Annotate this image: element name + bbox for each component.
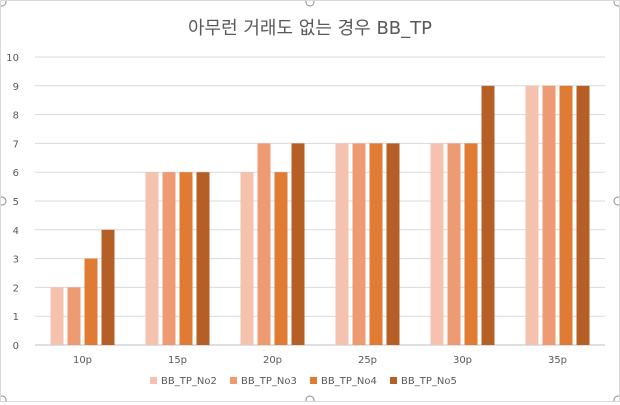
resize-handle-top-right[interactable] [613,0,620,7]
y-tick-label: 4 [13,226,19,237]
y-tick-label: 3 [13,255,19,266]
bar-BB_TP_No3-15p[interactable] [162,172,176,345]
bar-BB_TP_No4-35p[interactable] [559,85,573,346]
bar-BB_TP_No4-25p[interactable] [369,143,383,345]
y-tick-label: 8 [13,111,19,122]
bar-BB_TP_No2-20p[interactable] [240,172,254,345]
y-tick-label: 2 [13,283,19,294]
resize-handle-left[interactable] [0,196,7,206]
bar-BB_TP_No2-25p[interactable] [335,143,349,345]
bar-BB_TP_No3-20p[interactable] [257,143,271,345]
legend-label-BB_TP_No3: BB_TP_No3 [241,376,297,387]
y-tick-label: 0 [13,341,19,352]
y-tick-label: 6 [13,168,19,179]
bar-BB_TP_No2-35p[interactable] [525,85,539,346]
y-tick-label: 7 [13,139,19,150]
bar-BB_TP_No5-30p[interactable] [481,85,495,346]
bar-BB_TP_No5-10p[interactable] [101,229,115,345]
bar-BB_TP_No5-20p[interactable] [291,143,305,345]
bar-BB_TP_No5-15p[interactable] [196,172,210,345]
bar-BB_TP_No4-20p[interactable] [274,172,288,345]
resize-handle-right[interactable] [613,196,620,206]
bar-BB_TP_No3-10p[interactable] [67,287,81,345]
bar-BB_TP_No2-15p[interactable] [145,172,159,345]
bar-BB_TP_No5-35p[interactable] [576,85,590,346]
legend-label-BB_TP_No2: BB_TP_No2 [161,376,217,387]
resize-handle-top[interactable] [305,0,315,7]
x-tick-label: 35p [548,355,567,366]
resize-handle-top-left[interactable] [0,0,7,7]
x-axis-tick-labels: 10p 15p 20p 25p 30p 35p [73,355,567,366]
legend-label-BB_TP_No4: BB_TP_No4 [321,376,377,387]
bar-BB_TP_No4-30p[interactable] [464,143,478,345]
legend: BB_TP_No2 BB_TP_No3 BB_TP_No4 BB_TP_No5 [150,376,457,387]
legend-swatch-BB_TP_No3 [230,377,237,384]
y-axis-tick-labels: 0 1 2 3 4 5 6 7 8 9 10 [6,53,19,352]
x-tick-label: 30p [453,355,472,366]
legend-swatch-BB_TP_No2 [150,377,157,384]
resize-handle-bottom[interactable] [305,395,315,405]
bar-BB_TP_No4-10p[interactable] [84,258,98,345]
bar-BB_TP_No3-25p[interactable] [352,143,366,345]
legend-swatch-BB_TP_No5 [390,377,397,384]
x-tick-label: 15p [168,355,187,366]
legend-swatch-BB_TP_No4 [310,377,317,384]
x-tick-label: 20p [263,355,282,366]
bars [50,85,590,346]
bar-BB_TP_No4-15p[interactable] [179,172,193,345]
bar-BB_TP_No3-30p[interactable] [447,143,461,345]
y-tick-label: 5 [13,197,19,208]
y-tick-label: 10 [6,53,19,64]
resize-handle-bottom-left[interactable] [0,395,7,405]
chart-title: 아무런 거래도 없는 경우 BB_TP [188,18,432,39]
x-tick-label: 25p [358,355,377,366]
grid-lines [35,56,605,346]
y-tick-label: 9 [13,82,19,93]
bar-BB_TP_No2-30p[interactable] [430,143,444,345]
x-tick-label: 10p [73,355,92,366]
bar-BB_TP_No3-35p[interactable] [542,85,556,346]
y-tick-label: 1 [13,312,19,323]
bar-BB_TP_No2-10p[interactable] [50,287,64,345]
legend-label-BB_TP_No5: BB_TP_No5 [401,376,457,387]
resize-handle-bottom-right[interactable] [613,395,620,405]
bar-BB_TP_No5-25p[interactable] [386,143,400,345]
